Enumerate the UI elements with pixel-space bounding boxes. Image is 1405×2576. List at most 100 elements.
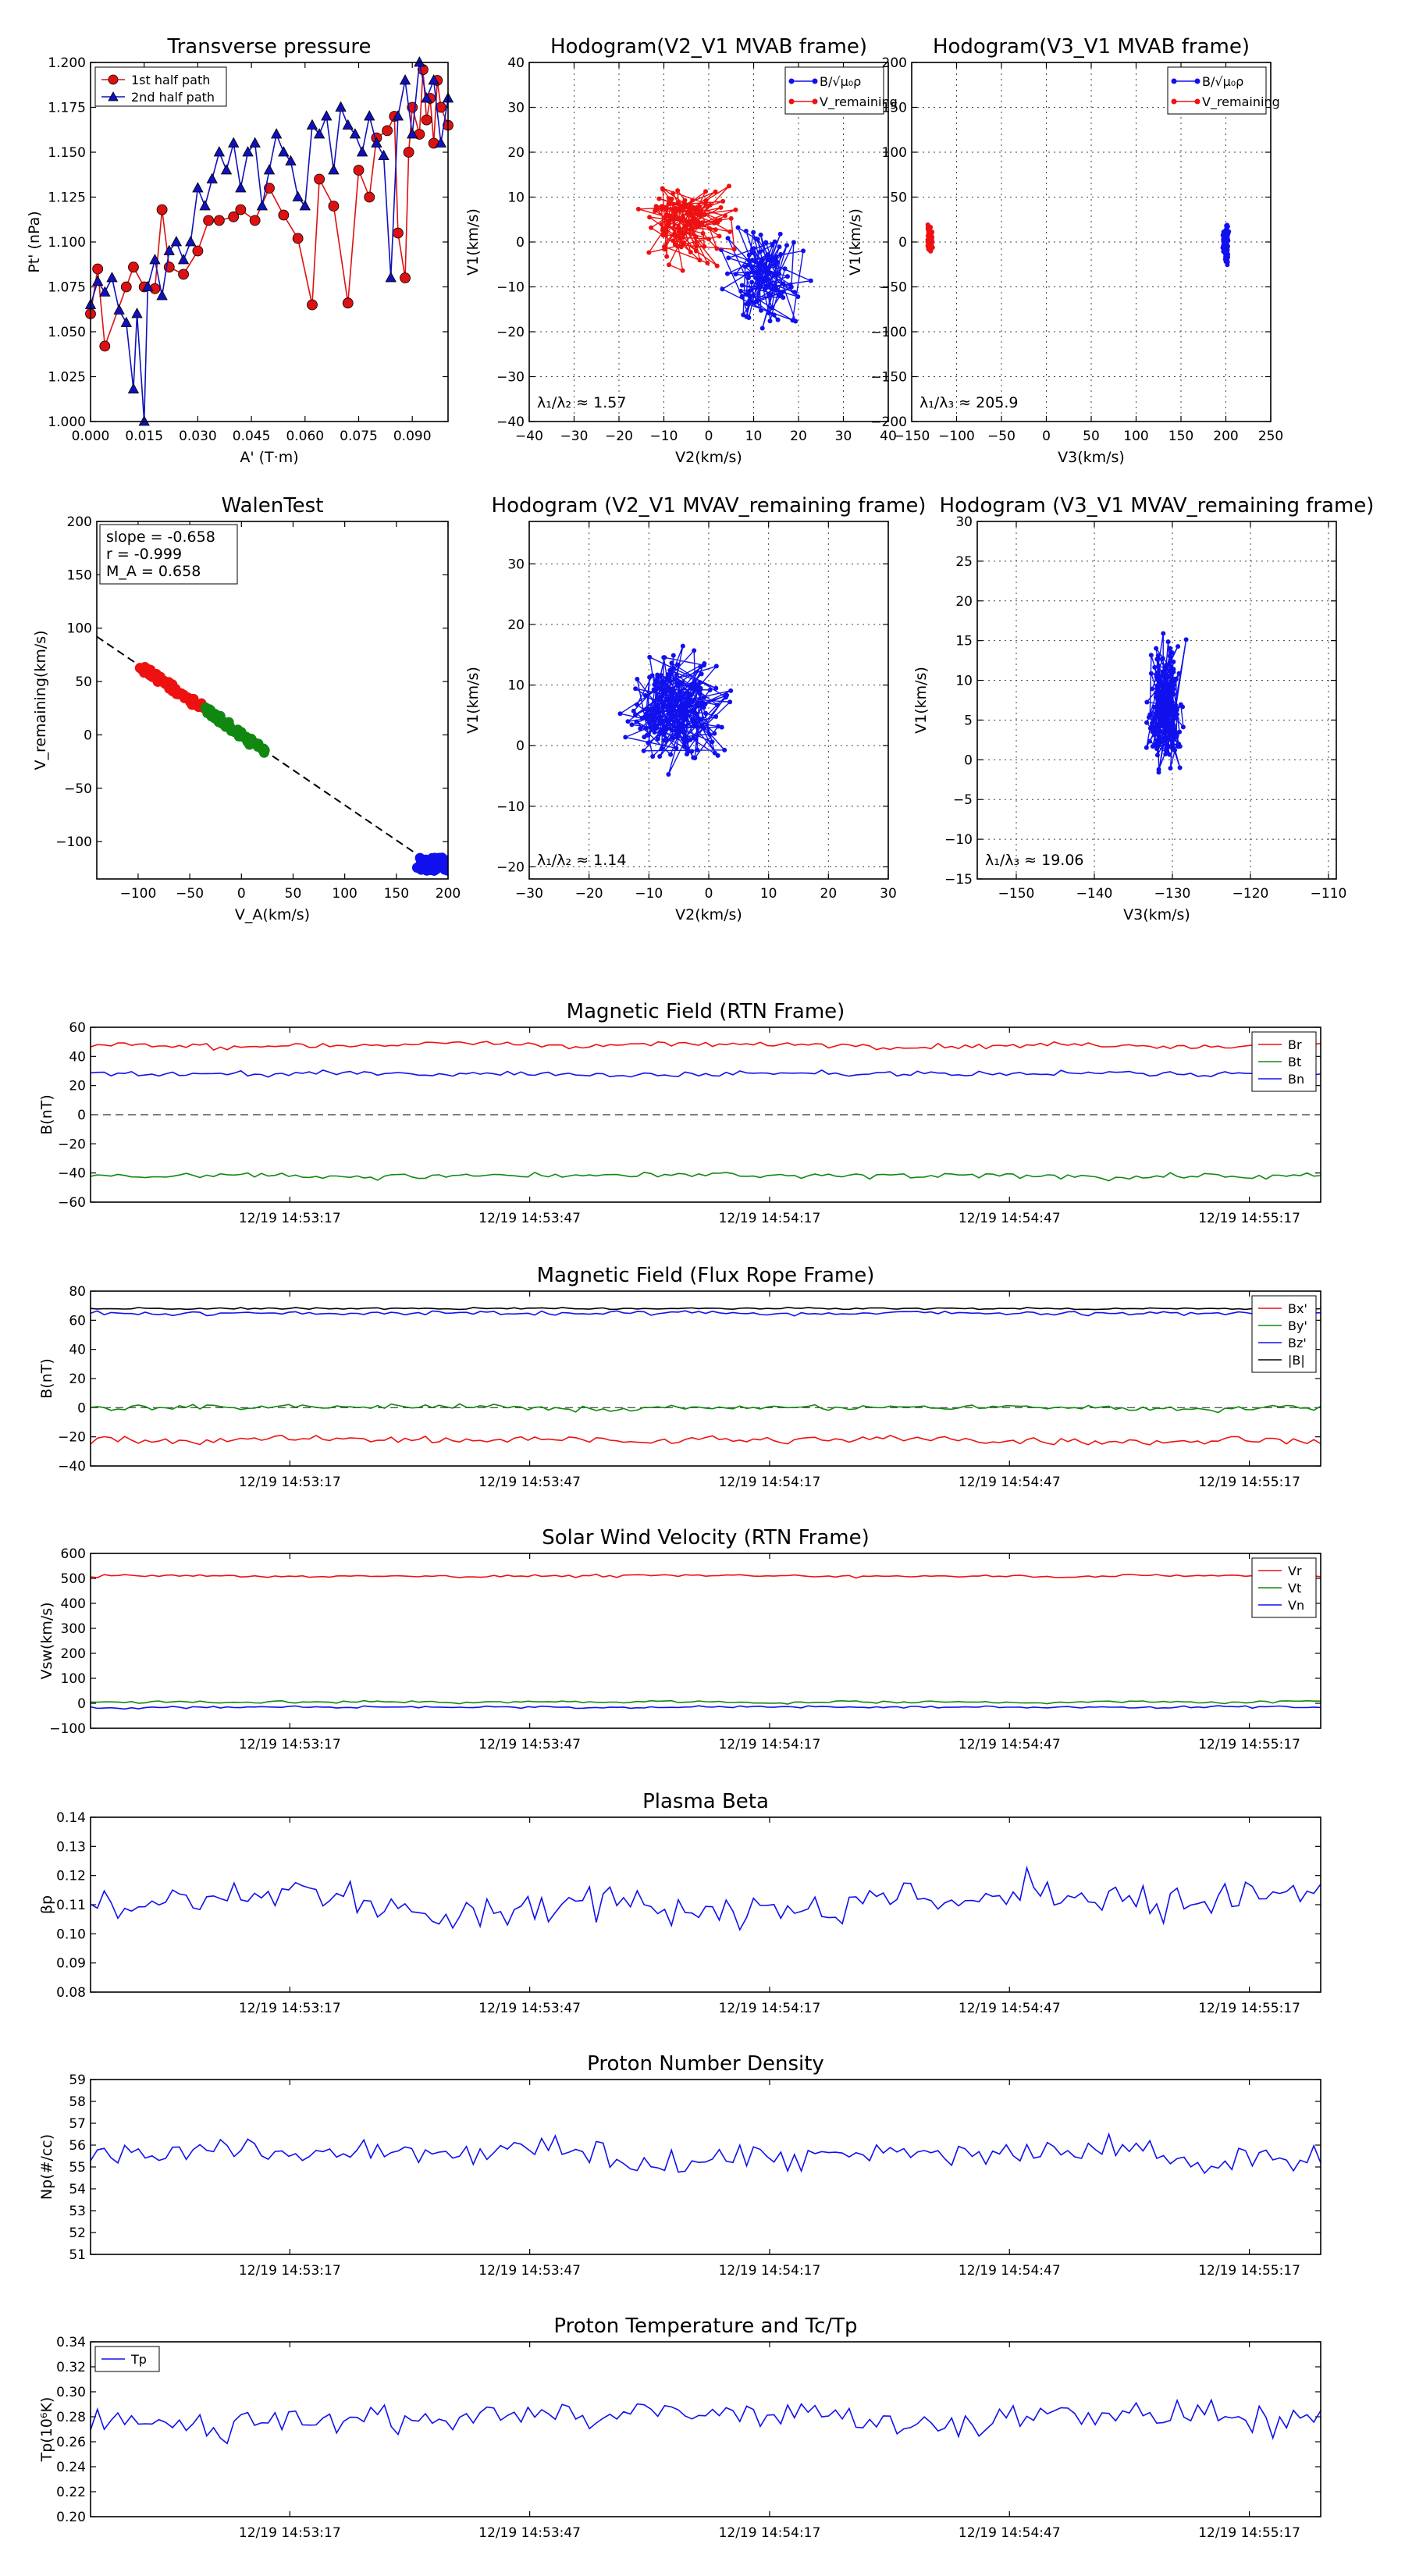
data-point [675,233,681,239]
data-point [1168,646,1173,651]
legend-label: Bz' [1288,1336,1307,1350]
chart-hodogram-v2-v1-mvab: Hodogram(V2_V1 MVAB frame) −40 −30 −20 −10 0 1… [464,35,898,466]
data-point [656,196,662,201]
data-point [666,772,671,777]
axes-frame [90,1026,1321,1203]
data-point [328,201,340,212]
legend-marker [108,74,119,85]
data-point [1151,725,1157,731]
y-tick-label: −200 [870,415,907,430]
y-axis-label: Pt' (nPa) [26,211,43,272]
data-point [434,852,445,863]
x-tick-label: 0.060 [286,429,324,444]
data-point [655,685,660,690]
x-tick-label: 50 [1083,429,1100,444]
data-point [1170,736,1176,742]
data-point [661,703,667,708]
data-point [1170,746,1176,752]
data-point [228,211,240,222]
legend-label: By' [1288,1318,1307,1333]
data-point [678,205,683,210]
x-tick-label: 0 [705,886,713,902]
y-tick-label: 50 [890,190,907,206]
data-point [1154,746,1159,752]
data-point [927,233,932,239]
legend-label: V_remaining [820,94,898,110]
y-tick-label: 0 [77,1108,86,1123]
data-point [735,225,741,230]
x-tick-label: −30 [515,886,543,902]
data-point [1168,732,1174,738]
data-point [702,661,707,667]
y-tick-label: −100 [55,834,92,850]
y-tick-label: −10 [496,280,525,296]
data-point [421,860,432,871]
data-point [385,272,397,283]
data-point [706,237,712,242]
data-point [698,664,703,670]
data-point [1225,237,1230,242]
y-tick-label: 25 [955,554,973,570]
data-point [701,725,706,731]
data-point [682,706,688,712]
data-point [693,248,699,254]
data-point [1165,717,1171,723]
x-tick-label: −20 [575,886,603,902]
data-point [1165,639,1171,645]
data-point [1160,723,1165,728]
data-point [674,244,680,249]
data-point [285,155,297,165]
data-point [692,648,697,653]
data-point [665,219,670,224]
data-point [685,748,691,753]
x-tick-label: 250 [1258,429,1283,444]
x-tick-label: 0.045 [233,429,271,444]
x-axis-label: A' (T·m) [240,449,298,466]
data-point [766,271,771,276]
data-point [646,250,652,255]
y-tick-label: 20 [955,594,973,610]
x-tick-label: 20 [790,429,807,444]
data-point [1171,659,1176,664]
data-point [681,723,687,728]
data-point [435,101,446,113]
data-point [791,240,796,245]
x-tick-label: 50 [285,886,302,902]
y-tick-label: 200 [882,55,907,71]
data-point [131,308,143,318]
x-tick-label: 12/19 14:55:17 [1198,1475,1300,1490]
data-point [684,223,689,229]
legend-marker [812,98,818,105]
data-point [356,146,368,157]
data-point [1166,728,1172,733]
chart-title: Hodogram(V2_V1 MVAB frame) [550,35,867,59]
data-point [699,220,705,226]
data-point [693,234,699,240]
x-tick-label: 12/19 14:54:17 [719,1211,821,1226]
series-line [90,69,449,347]
y-tick-label: 1.125 [48,190,86,206]
data-point [235,728,246,739]
data-point [670,190,676,196]
data-point [682,201,688,207]
data-point [1171,686,1176,692]
data-point [700,230,706,236]
y-tick-label: 56 [69,2138,86,2154]
data-point [728,688,734,693]
chart-hodogram-v3-v1-mvab: Hodogram(V3_V1 MVAB frame)−200−150−100−5… [847,35,1283,466]
x-axis-label: V3(km/s) [1123,906,1190,923]
data-point [725,236,731,241]
x-tick-label: 12/19 14:54:47 [959,1211,1061,1226]
y-tick-label: −50 [879,280,907,296]
data-point [678,244,684,250]
data-point [407,128,418,139]
y-tick-label: −10 [496,799,525,815]
data-point [726,255,731,261]
data-point [403,147,414,158]
data-point [1180,724,1186,730]
y-tick-label: 0.13 [56,1839,86,1855]
data-point [782,266,788,272]
data-point [702,212,708,217]
data-point [1147,725,1153,731]
legend-label: |B| [1288,1353,1305,1368]
